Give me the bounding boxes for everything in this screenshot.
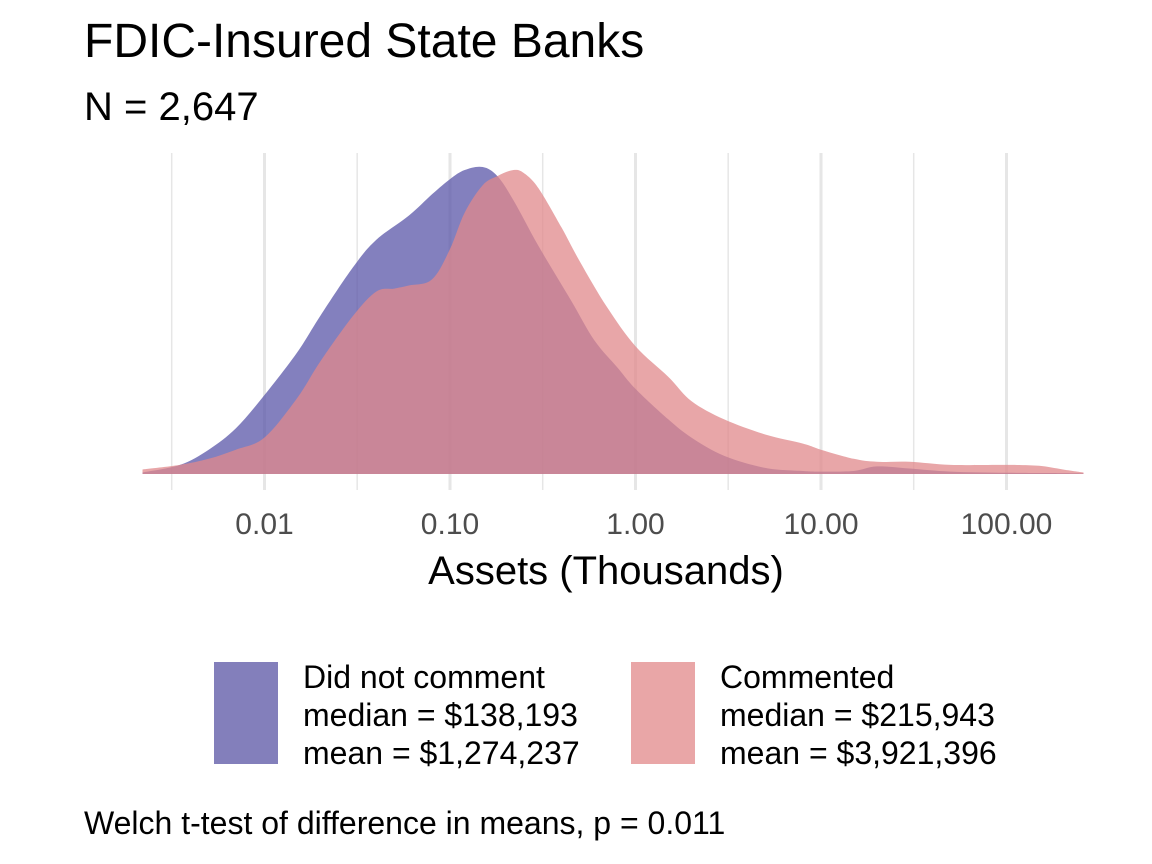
legend-mean: mean = $1,274,237 [303,735,580,771]
legend-text-commented: Commented median = $215,943 mean = $3,92… [720,658,997,772]
legend-median: median = $215,943 [720,697,995,733]
x-tick-label: 1.00 [606,508,664,541]
x-tick-labels: 0.01 0.10 1.00 10.00 100.00 [235,508,1052,541]
x-tick-label: 0.10 [421,508,479,541]
legend-swatch-did-not-comment [214,662,278,764]
caption: Welch t-test of difference in means, p =… [84,805,726,841]
chart-title: FDIC-Insured State Banks [84,15,645,68]
x-tick-label: 100.00 [961,508,1053,541]
density-area-commented [142,169,1084,474]
legend-text-did-not-comment: Did not comment median = $138,193 mean =… [303,658,580,772]
legend-swatch-commented [631,662,695,764]
chart-subtitle: N = 2,647 [84,85,259,129]
x-tick-label: 0.01 [235,508,293,541]
legend-label: Did not comment [303,659,545,695]
legend-mean: mean = $3,921,396 [720,735,997,771]
density-plot: 0.01 0.10 1.00 10.00 100.00 Assets (Thousand… [142,153,1084,593]
legend-median: median = $138,193 [303,697,578,733]
density-areas [142,166,1084,475]
x-tick-label: 10.00 [783,508,858,541]
x-axis-title: Assets (Thousands) [428,549,784,593]
legend-label: Commented [720,659,895,695]
legend: Did not comment median = $138,193 mean =… [214,658,1074,771]
